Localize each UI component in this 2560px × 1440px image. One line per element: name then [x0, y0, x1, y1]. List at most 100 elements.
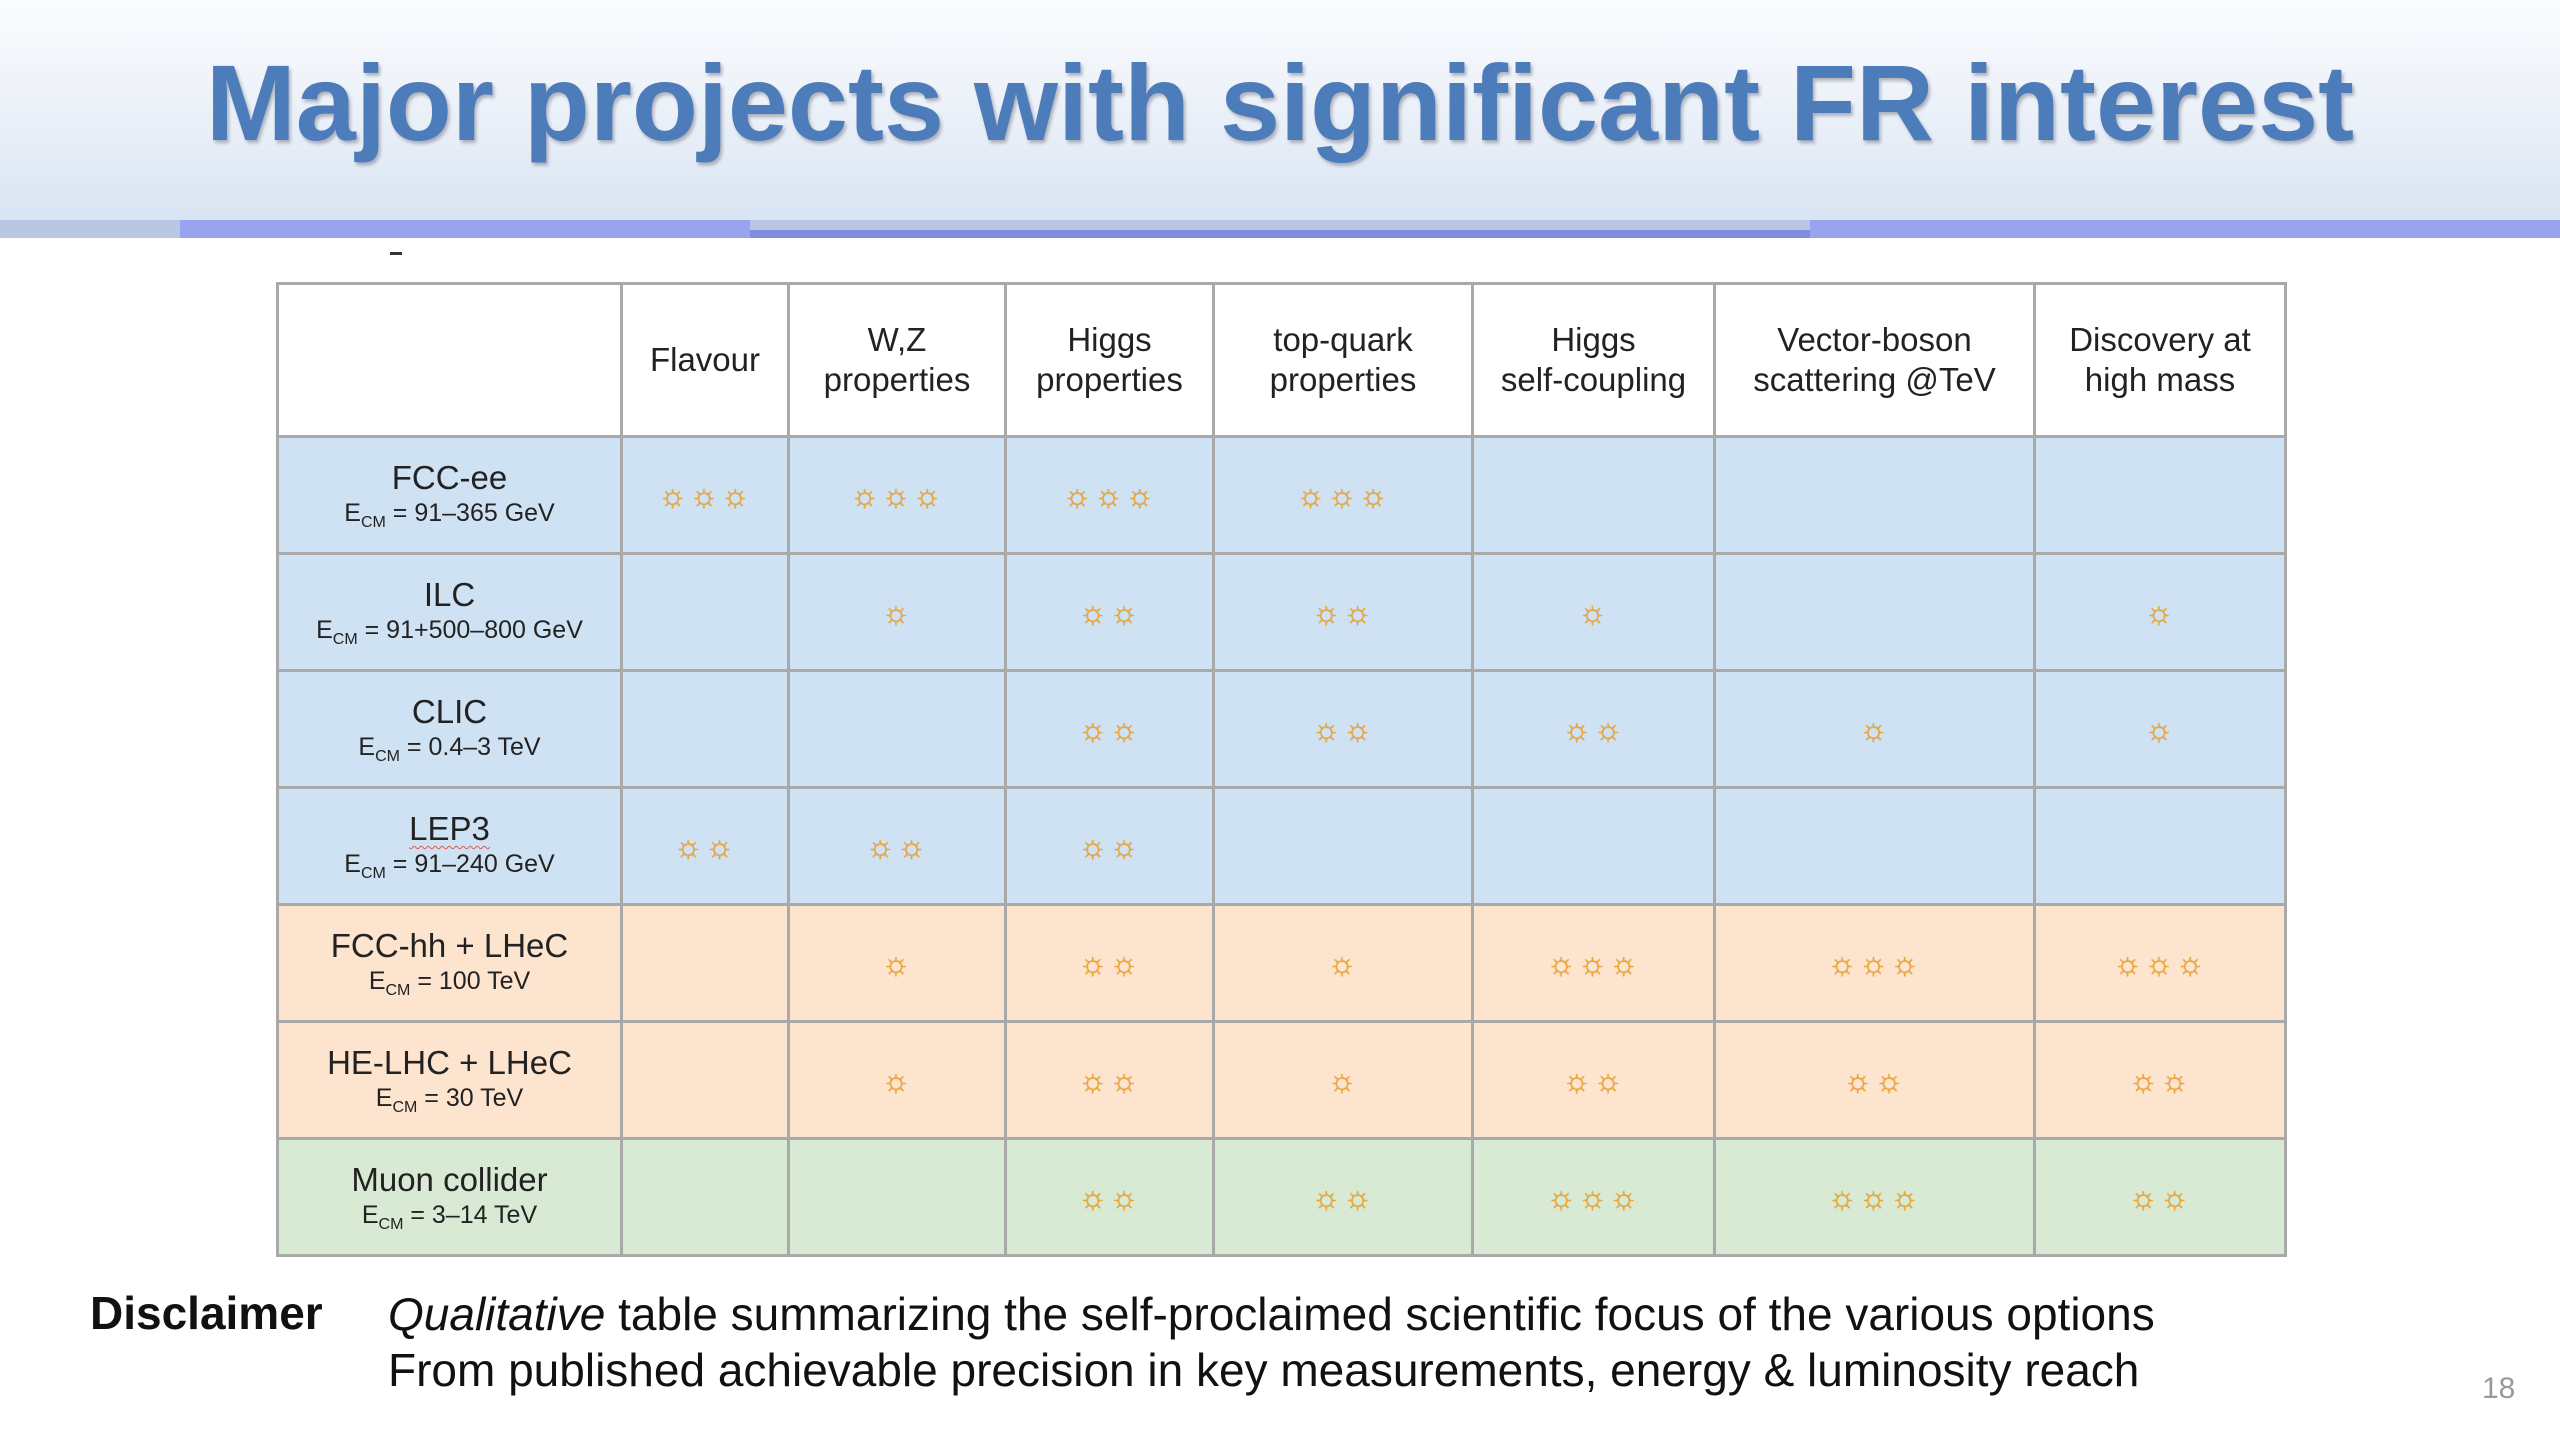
rating-cell: ☼☼	[2033, 1020, 2287, 1140]
disclaimer-emphasis: Qualitative	[388, 1288, 606, 1340]
rating-cell: ☼	[1713, 669, 2036, 789]
sun-icon: ☼☼	[2128, 1178, 2192, 1215]
rating-cell	[1713, 435, 2036, 555]
sun-icon: ☼	[881, 1061, 913, 1098]
project-cell: Muon collider ECM = 3–14 TeV	[276, 1137, 623, 1257]
rating-cell: ☼	[2033, 669, 2287, 789]
rating-cell: ☼	[787, 552, 1007, 672]
rating-cell: ☼☼☼	[1713, 1137, 2036, 1257]
sun-icon: ☼☼	[2128, 1061, 2192, 1098]
project-energy: ECM = 0.4–3 TeV	[358, 733, 541, 765]
rating-cell: ☼	[1471, 552, 1716, 672]
sun-icon: ☼☼	[1562, 1061, 1625, 1098]
rating-cell: ☼☼☼	[1713, 903, 2036, 1023]
project-row: FCC-hh + LHeC ECM = 100 TeV ☼ ☼☼ ☼ ☼☼☼ ☼☼☼ ☼☼☼	[276, 903, 2287, 1023]
project-cell: HE-LHC + LHeC ECM = 30 TeV	[276, 1020, 623, 1140]
sun-icon: ☼☼☼	[850, 476, 944, 513]
rating-cell: ☼☼	[1004, 669, 1215, 789]
disclaimer-label: Disclaimer	[90, 1287, 323, 1339]
project-energy: ECM = 3–14 TeV	[361, 1201, 538, 1233]
stray-dash	[390, 252, 402, 255]
rating-cell	[620, 1137, 790, 1257]
project-name: FCC-hh + LHeC	[330, 927, 569, 964]
project-cell: LEP3 ECM = 91–240 GeV	[276, 786, 623, 906]
rating-cell	[620, 552, 790, 672]
column-header-wz: W,Z properties	[787, 282, 1007, 438]
sun-icon: ☼☼	[1562, 710, 1625, 747]
sun-icon: ☼☼	[1078, 710, 1141, 747]
project-cell: FCC-hh + LHeC ECM = 100 TeV	[276, 903, 623, 1023]
rating-cell: ☼☼	[1004, 903, 1215, 1023]
title-divider-dark	[750, 230, 1810, 238]
rating-cell	[1713, 552, 2036, 672]
rating-cell	[620, 669, 790, 789]
column-header-vbs: Vector-boson scattering @TeV	[1713, 282, 2036, 438]
rating-cell: ☼☼	[1212, 1137, 1474, 1257]
corner-cell	[276, 282, 623, 438]
project-cell: ILC ECM = 91+500–800 GeV	[276, 552, 623, 672]
sun-icon: ☼	[2144, 710, 2176, 747]
column-header-top: top-quark properties	[1212, 282, 1474, 438]
project-energy: ECM = 91–365 GeV	[344, 499, 555, 531]
project-energy: ECM = 100 TeV	[368, 967, 531, 999]
disclaimer-line-1: Qualitative table summarizing the self-p…	[388, 1286, 2155, 1342]
rating-cell: ☼☼	[1212, 669, 1474, 789]
sun-icon: ☼	[1858, 710, 1891, 747]
title-band	[0, 0, 2560, 220]
rating-cell: ☼☼	[1713, 1020, 2036, 1140]
rating-cell	[1212, 786, 1474, 906]
sun-icon: ☼	[881, 944, 913, 981]
title-divider-accent-right	[1810, 220, 2560, 238]
rating-cell: ☼	[787, 903, 1007, 1023]
rating-cell	[1713, 786, 2036, 906]
rating-cell: ☼☼	[787, 786, 1007, 906]
sun-icon: ☼☼	[865, 827, 929, 864]
rating-cell: ☼☼	[1004, 1137, 1215, 1257]
project-energy: ECM = 91–240 GeV	[344, 850, 555, 882]
project-cell: FCC-ee ECM = 91–365 GeV	[276, 435, 623, 555]
project-name: FCC-ee	[391, 459, 508, 496]
rating-cell: ☼☼☼	[1471, 903, 1716, 1023]
sun-icon: ☼☼	[1078, 1061, 1141, 1098]
rating-cell: ☼☼	[620, 786, 790, 906]
rating-cell	[2033, 786, 2287, 906]
rating-cell: ☼	[2033, 552, 2287, 672]
rating-cell	[620, 1020, 790, 1140]
rating-cell: ☼☼☼	[620, 435, 790, 555]
rating-cell	[787, 669, 1007, 789]
project-name: ILC	[423, 576, 476, 613]
project-name: LEP3	[409, 810, 490, 847]
sun-icon: ☼☼	[1311, 710, 1375, 747]
header-row: Flavour W,Z properties Higgs properties to…	[276, 282, 2287, 438]
project-row: FCC-ee ECM = 91–365 GeV ☼☼☼ ☼☼☼ ☼☼☼ ☼☼☼	[276, 435, 2287, 555]
sun-icon: ☼☼	[1078, 1178, 1141, 1215]
sun-icon: ☼☼	[673, 827, 737, 864]
column-header-self-coupling: Higgs self-coupling	[1471, 282, 1716, 438]
sun-icon: ☼	[1327, 944, 1359, 981]
rating-cell	[787, 1137, 1007, 1257]
projects-table: Flavour W,Z properties Higgs properties to…	[276, 282, 2287, 1257]
sun-icon: ☼☼	[1311, 593, 1375, 630]
sun-icon: ☼☼☼	[1827, 944, 1922, 981]
sun-icon: ☼	[1327, 1061, 1359, 1098]
rating-cell: ☼☼	[2033, 1137, 2287, 1257]
rating-cell: ☼☼	[1004, 552, 1215, 672]
rating-cell: ☼☼	[1471, 1020, 1716, 1140]
rating-cell: ☼☼☼	[1212, 435, 1474, 555]
column-header-higgs: Higgs properties	[1004, 282, 1215, 438]
rating-cell	[1471, 786, 1716, 906]
project-name: HE-LHC + LHeC	[327, 1044, 572, 1081]
sun-icon: ☼☼☼	[1546, 944, 1641, 981]
rating-cell: ☼☼	[1004, 1020, 1215, 1140]
project-name: Muon collider	[351, 1161, 548, 1198]
sun-icon: ☼☼☼	[1062, 476, 1157, 513]
rating-cell: ☼☼	[1471, 669, 1716, 789]
sun-icon: ☼☼☼	[1827, 1178, 1922, 1215]
rating-cell: ☼☼	[1212, 552, 1474, 672]
rating-cell: ☼☼	[1004, 786, 1215, 906]
sun-icon: ☼☼	[1843, 1061, 1906, 1098]
sun-icon: ☼☼☼	[1546, 1178, 1641, 1215]
project-row: Muon collider ECM = 3–14 TeV ☼☼ ☼☼ ☼☼☼ ☼☼☼ ☼☼	[276, 1137, 2287, 1257]
project-row: CLIC ECM = 0.4–3 TeV ☼☼ ☼☼ ☼☼ ☼ ☼	[276, 669, 2287, 789]
sun-icon: ☼☼☼	[658, 476, 752, 513]
